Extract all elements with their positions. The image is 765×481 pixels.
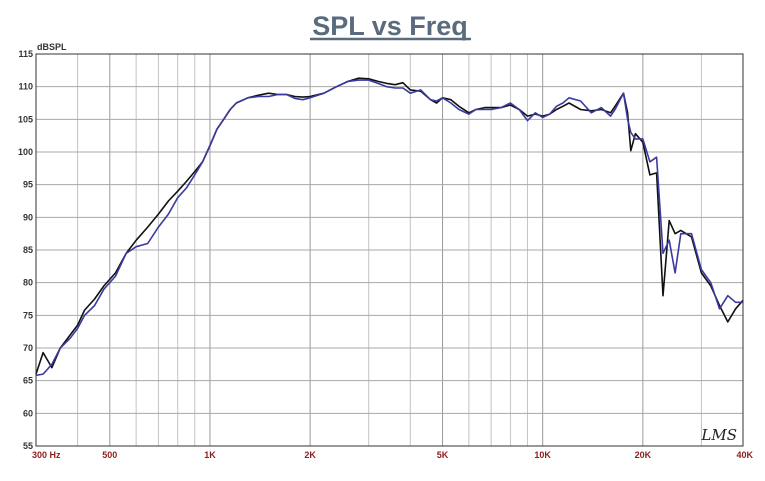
- y-tick-label: 95: [23, 180, 33, 190]
- grid: [36, 54, 743, 446]
- x-tick-label: 5K: [437, 450, 449, 460]
- y-tick-labels: 55 60 65 70 75 80 85 90 95 100 105 110 115: [18, 49, 33, 451]
- x-tick-label: 1K: [204, 450, 216, 460]
- y-tick-label: 110: [18, 82, 33, 92]
- series-lines: [35, 77, 744, 377]
- x-tick-label: 10K: [534, 450, 551, 460]
- x-tick-labels: 300 Hz 500 1K 2K 5K 10K 20K 40K: [32, 450, 753, 460]
- x-tick-label: 2K: [304, 450, 316, 460]
- y-tick-label: 60: [23, 408, 33, 418]
- lms-watermark: LMS: [700, 426, 737, 444]
- y-tick-label: 105: [18, 114, 33, 124]
- y-tick-label: 70: [23, 343, 33, 353]
- x-tick-label: 20K: [635, 450, 652, 460]
- y-tick-label: 115: [18, 49, 33, 59]
- series-line-2: [35, 79, 743, 377]
- x-tick-label: 500: [102, 450, 117, 460]
- y-tick-label: 65: [23, 376, 33, 386]
- chart-title: SPL vs Freq: [312, 11, 468, 41]
- y-axis-label: dBSPL: [37, 42, 67, 52]
- y-tick-label: 85: [23, 245, 33, 255]
- y-tick-label: 90: [23, 212, 33, 222]
- x-tick-label: 40K: [736, 450, 753, 460]
- x-tick-label: 300 Hz: [32, 450, 61, 460]
- y-tick-label: 100: [18, 147, 33, 157]
- plot-frame: [35, 53, 744, 447]
- y-tick-label: 55: [23, 441, 33, 451]
- series-line-1: [35, 77, 744, 375]
- y-tick-label: 75: [23, 310, 33, 320]
- y-tick-label: 80: [23, 278, 33, 288]
